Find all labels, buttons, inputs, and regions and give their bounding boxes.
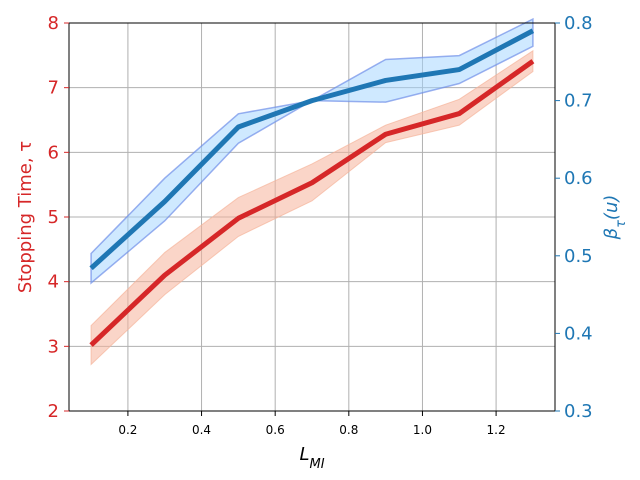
- left-series-band: [90, 49, 534, 366]
- ticks: 0.2 0.4 0.6 0.8 1.0 1.2 2 3 4 5 6 7 8 0.3 0.4 0.5 0.6 0.7…: [48, 13, 593, 437]
- right-y-tick-label-4: 0.7: [564, 91, 593, 112]
- x-tick-label-4: 1.0: [413, 423, 432, 437]
- right-y-tick-label-2: 0.5: [564, 246, 593, 267]
- right-y-axis-label-arg: (u): [601, 195, 622, 220]
- left-y-tick-label-1: 3: [48, 336, 59, 357]
- right-y-axis-label: βτ(u): [601, 195, 629, 241]
- left-y-axis-label: Stopping Time, τ: [15, 141, 36, 293]
- right-y-axis-label-base: β: [601, 228, 622, 241]
- confidence-bands: [90, 17, 534, 366]
- left-y-tick-label-5: 7: [48, 78, 59, 99]
- right-y-tick-label-1: 0.4: [564, 323, 593, 344]
- right-y-tick-label-5: 0.8: [564, 13, 593, 34]
- x-tick-label-1: 0.4: [192, 423, 211, 437]
- left-y-tick-label-0: 2: [48, 401, 59, 422]
- series-lines: [89, 28, 535, 347]
- right-y-tick-label-0: 0.3: [564, 401, 593, 422]
- x-axis-label: LMI: [299, 444, 324, 472]
- right-series-line: [89, 28, 535, 271]
- x-tick-label-5: 1.2: [487, 423, 506, 437]
- x-tick-label-0: 0.2: [118, 423, 137, 437]
- right-series-band: [90, 17, 534, 285]
- left-y-tick-label-6: 8: [48, 13, 59, 34]
- x-axis-label-base: L: [299, 444, 309, 465]
- right-y-tick-label-3: 0.6: [564, 168, 593, 189]
- x-axis-label-sub: MI: [309, 457, 324, 472]
- left-y-tick-label-4: 6: [48, 142, 59, 163]
- left-y-tick-label-2: 4: [48, 272, 59, 293]
- left-y-tick-label-3: 5: [48, 207, 59, 228]
- left-series-line: [89, 59, 535, 347]
- x-tick-label-3: 0.8: [339, 423, 358, 437]
- right-y-axis-label-sub: τ: [614, 220, 629, 228]
- x-tick-label-2: 0.6: [266, 423, 285, 437]
